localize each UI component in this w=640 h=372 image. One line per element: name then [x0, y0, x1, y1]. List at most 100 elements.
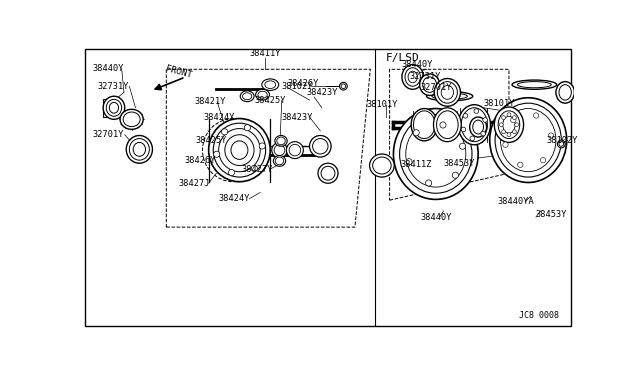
Circle shape — [548, 133, 554, 138]
Ellipse shape — [458, 105, 490, 145]
Text: 38440Y: 38440Y — [92, 64, 124, 73]
Circle shape — [252, 165, 257, 171]
Circle shape — [340, 82, 348, 90]
Ellipse shape — [498, 111, 520, 139]
Text: 38425Y: 38425Y — [255, 96, 286, 105]
Ellipse shape — [494, 107, 524, 142]
Ellipse shape — [318, 163, 338, 183]
Ellipse shape — [312, 139, 328, 154]
Ellipse shape — [399, 115, 472, 193]
Circle shape — [540, 157, 546, 163]
Text: 38424Y: 38424Y — [219, 194, 250, 203]
Text: 38101Y: 38101Y — [484, 99, 515, 108]
Ellipse shape — [231, 141, 248, 159]
Ellipse shape — [413, 111, 435, 139]
Text: 38421Y: 38421Y — [194, 97, 225, 106]
Ellipse shape — [405, 68, 420, 86]
Ellipse shape — [274, 145, 285, 155]
Circle shape — [483, 118, 488, 122]
Ellipse shape — [441, 86, 454, 99]
Circle shape — [461, 127, 466, 132]
Circle shape — [221, 129, 228, 135]
Ellipse shape — [433, 108, 461, 142]
Ellipse shape — [406, 121, 466, 187]
Text: 38440Y: 38440Y — [420, 213, 452, 222]
Ellipse shape — [275, 135, 287, 146]
Ellipse shape — [133, 142, 145, 156]
Ellipse shape — [503, 116, 515, 133]
Circle shape — [214, 151, 220, 157]
Text: 32731Y: 32731Y — [97, 82, 129, 91]
Circle shape — [507, 133, 511, 137]
Circle shape — [341, 84, 346, 89]
Text: 38440YA: 38440YA — [497, 197, 534, 206]
Ellipse shape — [461, 108, 488, 142]
Ellipse shape — [437, 81, 458, 103]
Text: 38453Y: 38453Y — [536, 209, 568, 218]
Ellipse shape — [287, 142, 303, 158]
Text: 32701Y: 32701Y — [420, 83, 452, 92]
Circle shape — [503, 142, 508, 147]
Ellipse shape — [106, 99, 122, 116]
Ellipse shape — [213, 123, 266, 177]
Text: 38411Z: 38411Z — [401, 160, 432, 169]
Text: JC8 0008: JC8 0008 — [519, 311, 559, 320]
Text: 38423Y: 38423Y — [307, 88, 338, 97]
Circle shape — [228, 170, 235, 176]
Text: FRONT: FRONT — [164, 64, 193, 80]
Circle shape — [502, 116, 506, 119]
Text: F/LSD: F/LSD — [386, 53, 419, 63]
Circle shape — [460, 143, 466, 149]
Text: 38453Y: 38453Y — [444, 159, 475, 168]
Circle shape — [463, 113, 468, 118]
Ellipse shape — [255, 89, 269, 100]
Circle shape — [259, 143, 265, 149]
Circle shape — [513, 116, 516, 119]
Circle shape — [406, 159, 412, 165]
Ellipse shape — [272, 142, 287, 158]
Ellipse shape — [394, 109, 478, 199]
Ellipse shape — [420, 74, 440, 96]
Ellipse shape — [512, 80, 557, 89]
Text: 38423Y: 38423Y — [282, 112, 314, 122]
Text: 38426Y: 38426Y — [288, 78, 319, 88]
Circle shape — [502, 130, 506, 134]
Text: 38102Y: 38102Y — [282, 82, 314, 91]
Circle shape — [440, 122, 446, 128]
Ellipse shape — [490, 98, 566, 183]
Circle shape — [470, 136, 475, 141]
Circle shape — [426, 180, 432, 186]
Circle shape — [559, 142, 564, 146]
Circle shape — [518, 162, 523, 167]
Ellipse shape — [321, 166, 335, 180]
Ellipse shape — [517, 81, 551, 88]
Ellipse shape — [126, 135, 152, 163]
Ellipse shape — [109, 102, 118, 113]
Ellipse shape — [289, 144, 301, 156]
Bar — [103, 99, 115, 117]
Ellipse shape — [369, 154, 394, 177]
Text: 38101Y: 38101Y — [367, 100, 398, 109]
Ellipse shape — [411, 109, 437, 141]
Ellipse shape — [209, 119, 270, 182]
Ellipse shape — [556, 81, 575, 103]
Ellipse shape — [273, 155, 285, 166]
Ellipse shape — [408, 71, 417, 83]
Circle shape — [452, 172, 458, 178]
Ellipse shape — [129, 139, 149, 160]
Ellipse shape — [123, 112, 140, 126]
Text: 38424Y: 38424Y — [204, 112, 235, 122]
Circle shape — [413, 130, 419, 136]
Ellipse shape — [103, 96, 125, 119]
Circle shape — [513, 130, 516, 134]
Ellipse shape — [435, 78, 460, 106]
Ellipse shape — [372, 157, 391, 174]
Ellipse shape — [243, 93, 252, 100]
Text: 38427J: 38427J — [179, 179, 210, 188]
Text: 38411Y: 38411Y — [250, 49, 281, 58]
Text: 38425Y: 38425Y — [196, 136, 227, 145]
Text: 32731Y: 32731Y — [410, 73, 441, 81]
Circle shape — [499, 123, 503, 126]
Circle shape — [474, 109, 479, 113]
Ellipse shape — [495, 103, 561, 177]
